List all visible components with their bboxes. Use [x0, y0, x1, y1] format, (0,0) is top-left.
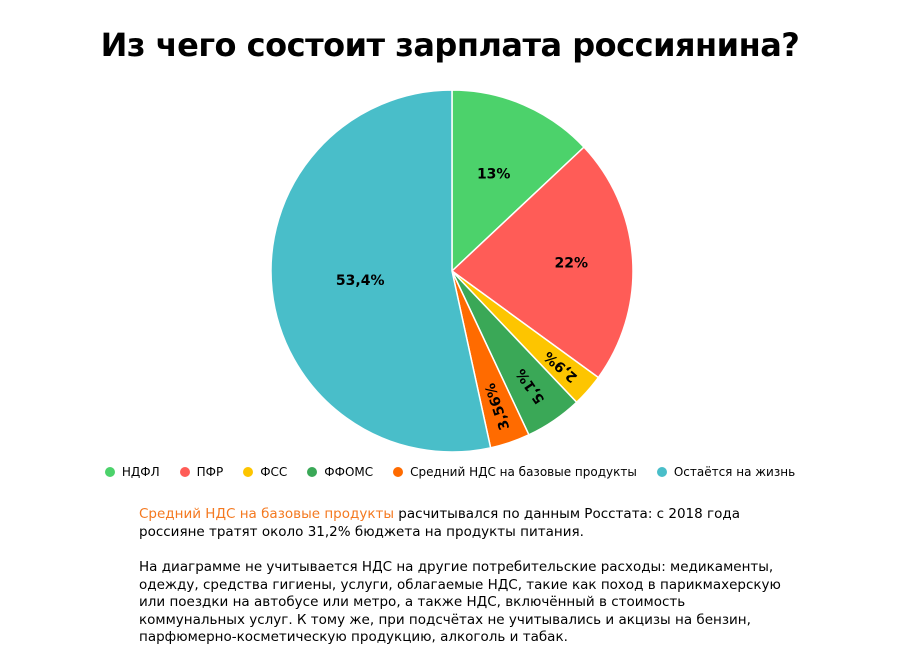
legend-dot-icon [656, 467, 667, 477]
pie-slice-0 [451, 89, 586, 273]
legend-label: НДФЛ [121, 465, 160, 479]
chart-title: Из чего состоит зарплата россиянина? [100, 26, 800, 64]
pie-slice-5 [270, 89, 492, 453]
legend: НДФЛ ПФР ФСС ФФОМС Средний НДС на базовые пр… [0, 465, 900, 479]
legend-item-1: ПФР [179, 465, 224, 479]
slice-label-5: 53,4% [336, 273, 385, 289]
legend-item-2: ФСС [243, 465, 287, 479]
legend-dot-icon [243, 467, 254, 477]
footnote-paragraph-1: Средний НДС на базовые продукты расчитыв… [139, 506, 789, 541]
legend-dot-icon [307, 467, 318, 477]
footnote-paragraph-2: На диаграмме не учитывается НДС на други… [139, 559, 781, 645]
footnote: Средний НДС на базовые продукты расчитыв… [139, 506, 789, 647]
legend-item-3: ФФОМС [307, 465, 373, 479]
legend-dot-icon [104, 467, 115, 477]
slice-label-1: 22% [554, 256, 588, 272]
legend-label: Остаётся на жизнь [673, 465, 796, 479]
legend-item-0: НДФЛ [104, 465, 160, 479]
legend-label: ФСС [260, 465, 288, 479]
legend-label: ПФР [196, 465, 224, 479]
legend-label: Средний НДС на базовые продукты [410, 465, 637, 479]
footnote-text: расчитывался по данным Росстата: с 2018 … [139, 506, 740, 540]
footnote-highlight: Средний НДС на базовые продукты [139, 506, 395, 522]
slice-label-0: 13% [477, 167, 511, 183]
pie-chart: 13%22%2,9%5,1%3,56%53,4% [270, 89, 634, 453]
legend-item-4: Средний НДС на базовые продукты [393, 465, 637, 479]
legend-dot-icon [393, 467, 404, 477]
legend-label: ФФОМС [324, 465, 374, 479]
legend-item-5: Остаётся на жизнь [656, 465, 796, 479]
pie-slice-1 [450, 146, 634, 379]
legend-dot-icon [179, 467, 190, 477]
